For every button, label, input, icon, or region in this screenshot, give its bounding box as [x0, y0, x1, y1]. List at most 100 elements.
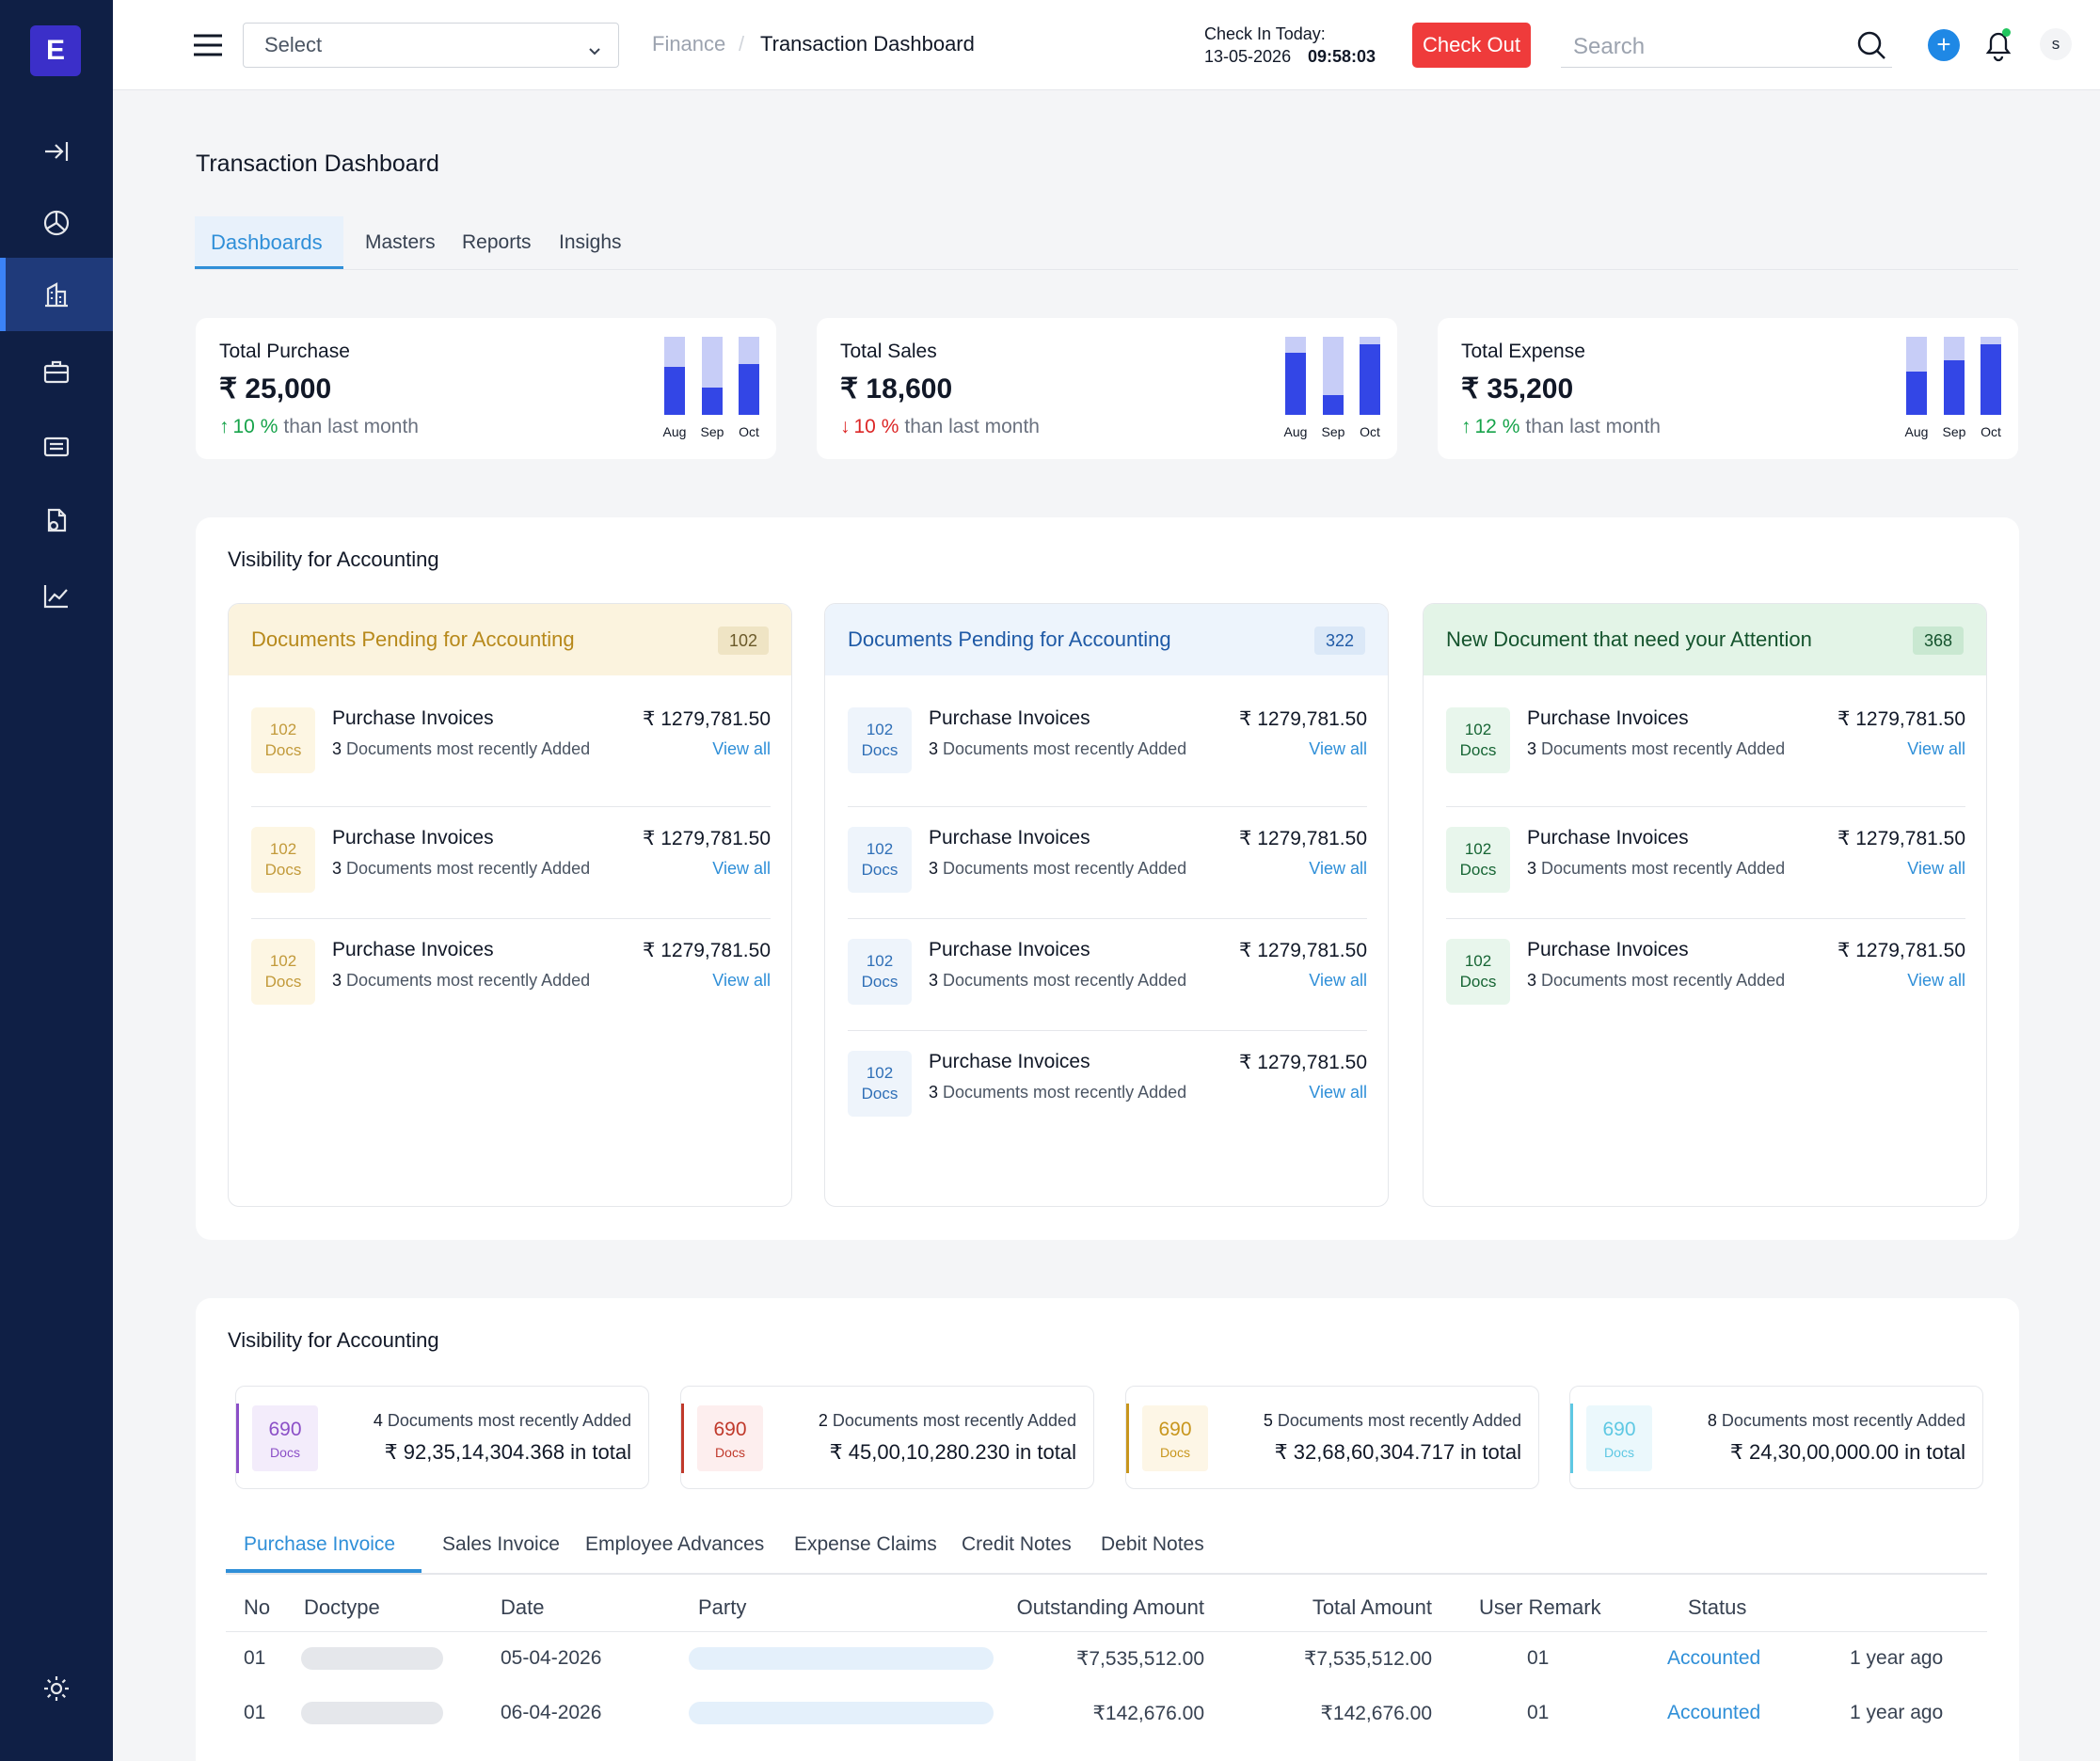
view-all-link[interactable]: View all: [1309, 1083, 1367, 1102]
mini-bar: [1285, 353, 1306, 415]
tab-credit-notes[interactable]: Credit Notes: [962, 1533, 1072, 1555]
table-header[interactable]: Outstanding Amount: [1016, 1595, 1204, 1619]
list-item[interactable]: 102 Docs Purchase Invoices 3 Documents most …: [1446, 817, 1965, 908]
cell-outstanding: ₹7,535,512.00: [1076, 1648, 1204, 1670]
mini-bar-label: Oct: [1360, 424, 1380, 439]
view-all-link[interactable]: View all: [712, 971, 771, 990]
breadcrumb-current: Transaction Dashboard: [760, 32, 975, 56]
tab-employee-advances[interactable]: Employee Advances: [585, 1533, 765, 1555]
table-header[interactable]: Doctype: [304, 1595, 380, 1619]
doctype-placeholder: [301, 1702, 443, 1724]
building-icon[interactable]: [0, 258, 113, 331]
view-all-link[interactable]: View all: [1309, 971, 1367, 990]
recent-count: 3: [1527, 859, 1537, 878]
briefcase-icon[interactable]: [0, 335, 113, 408]
cell-outstanding: ₹142,676.00: [1092, 1703, 1204, 1724]
table-header[interactable]: Total Amount: [1312, 1595, 1432, 1619]
view-all-link[interactable]: View all: [1907, 739, 1965, 758]
status-badge[interactable]: Accounted: [1667, 1702, 1761, 1723]
tab-dashboards[interactable]: Dashboards: [195, 216, 343, 269]
table-header[interactable]: Date: [501, 1595, 545, 1619]
notification-bell-icon[interactable]: [1983, 28, 2013, 67]
gear-icon[interactable]: [0, 1652, 113, 1725]
page-title: Transaction Dashboard: [196, 151, 439, 177]
collapse-arrow-icon[interactable]: [0, 115, 113, 188]
view-all-link[interactable]: View all: [1309, 859, 1367, 878]
table-header[interactable]: User Remark: [1479, 1595, 1601, 1619]
tab-reports[interactable]: Reports: [462, 231, 532, 253]
doc-subtitle: 3 Documents most recently Added: [332, 859, 590, 879]
pie-chart-icon[interactable]: [0, 186, 113, 260]
table-header[interactable]: No: [244, 1595, 271, 1619]
tab-masters[interactable]: Masters: [365, 231, 436, 253]
table-header[interactable]: Status: [1688, 1595, 1747, 1619]
list-item[interactable]: 102 Docs Purchase Invoices 3 Documents most …: [848, 698, 1367, 788]
panel-title: Visibility for Accounting: [228, 547, 439, 571]
doc-amount: ₹ 1279,781.50: [1239, 1052, 1367, 1073]
kpi-value: ₹ 18,600: [840, 373, 953, 405]
recent-count: 3: [929, 1083, 939, 1102]
status-badge[interactable]: Accounted: [1667, 1647, 1761, 1669]
total-amount: ₹ 32,68,60,304.717 in total: [1274, 1440, 1521, 1464]
trend-chart-icon[interactable]: [0, 559, 113, 632]
hamburger-menu-icon[interactable]: [194, 34, 222, 61]
list-item[interactable]: 102 Docs Purchase Invoices 3 Documents most …: [1446, 929, 1965, 1020]
mini-bar: [1944, 360, 1965, 415]
docs-count: 102: [269, 952, 297, 970]
list-item[interactable]: 102 Docs Purchase Invoices 3 Documents most …: [251, 698, 771, 788]
tab-expense-claims[interactable]: Expense Claims: [794, 1533, 937, 1555]
mini-bar: [739, 364, 759, 415]
avatar[interactable]: s: [2040, 28, 2072, 60]
kpi-change: ↓ 10 % than last month: [840, 416, 1040, 438]
summary-card[interactable]: 690 Docs 2 Documents most recently Added ₹ 4…: [680, 1386, 1094, 1489]
table-row[interactable]: 01 06-04-2026 ₹142,676.00 ₹142,676.00 01 Acco…: [0, 1702, 2100, 1739]
view-all-link[interactable]: View all: [1907, 971, 1965, 990]
breadcrumb-finance[interactable]: Finance: [652, 32, 726, 56]
add-icon[interactable]: +: [1928, 29, 1960, 61]
check-out-button[interactable]: Check Out: [1412, 23, 1531, 68]
docs-label: Docs: [270, 1445, 300, 1460]
view-all-link[interactable]: View all: [1907, 859, 1965, 878]
recent-desc: Documents most recently Added: [1541, 971, 1786, 990]
summary-card[interactable]: 690 Docs 5 Documents most recently Added ₹ 3…: [1125, 1386, 1539, 1489]
docs-label: Docs: [1604, 1445, 1634, 1460]
docs-count: 102: [269, 721, 297, 738]
document-icon[interactable]: [0, 484, 113, 557]
recent-count: 3: [929, 739, 939, 758]
list-item[interactable]: 102 Docs Purchase Invoices 3 Documents most …: [251, 929, 771, 1020]
search-icon[interactable]: [1856, 30, 1886, 65]
table-row[interactable]: 01 05-04-2026 ₹7,535,512.00 ₹7,535,512.00 01…: [0, 1647, 2100, 1685]
app-logo[interactable]: E: [30, 25, 81, 76]
list-item[interactable]: 102 Docs Purchase Invoices 3 Documents most …: [251, 817, 771, 908]
view-all-link[interactable]: View all: [712, 739, 771, 758]
search-box[interactable]: Search: [1561, 24, 1892, 68]
search-input[interactable]: Search: [1573, 34, 1646, 59]
tab-purchase-invoice[interactable]: Purchase Invoice: [244, 1533, 396, 1555]
list-item[interactable]: 102 Docs Purchase Invoices 3 Documents most …: [848, 929, 1367, 1020]
list-item[interactable]: 102 Docs Purchase Invoices 3 Documents most …: [848, 817, 1367, 908]
tab-insights[interactable]: Insighs: [559, 231, 622, 253]
recent-desc: Documents most recently Added: [346, 971, 591, 990]
accent-bar: [236, 1404, 239, 1473]
breadcrumb-separator: /: [739, 32, 745, 56]
module-select[interactable]: Select: [243, 23, 619, 68]
tab-sales-invoice[interactable]: Sales Invoice: [442, 1533, 560, 1555]
row-divider: [1446, 806, 1965, 807]
summary-card[interactable]: 690 Docs 8 Documents most recently Added ₹ 2…: [1569, 1386, 1983, 1489]
recent-count: 3: [929, 971, 939, 990]
table-header[interactable]: Party: [698, 1595, 747, 1619]
cell-no: 01: [244, 1702, 266, 1723]
table-header-divider: [226, 1631, 1987, 1632]
doc-type-name: Purchase Invoices: [332, 707, 494, 729]
recent-count: 8: [1707, 1411, 1717, 1430]
list-item[interactable]: 102 Docs Purchase Invoices 3 Documents most …: [848, 1041, 1367, 1132]
tab-debit-notes[interactable]: Debit Notes: [1101, 1533, 1204, 1555]
card-title: New Document that need your Attention: [1446, 627, 1812, 651]
doc-type-name: Purchase Invoices: [929, 827, 1090, 849]
list-card-icon[interactable]: [0, 410, 113, 484]
row-divider: [251, 806, 771, 807]
view-all-link[interactable]: View all: [1309, 739, 1367, 758]
list-item[interactable]: 102 Docs Purchase Invoices 3 Documents most …: [1446, 698, 1965, 788]
view-all-link[interactable]: View all: [712, 859, 771, 878]
summary-card[interactable]: 690 Docs 4 Documents most recently Added ₹ 9…: [235, 1386, 649, 1489]
